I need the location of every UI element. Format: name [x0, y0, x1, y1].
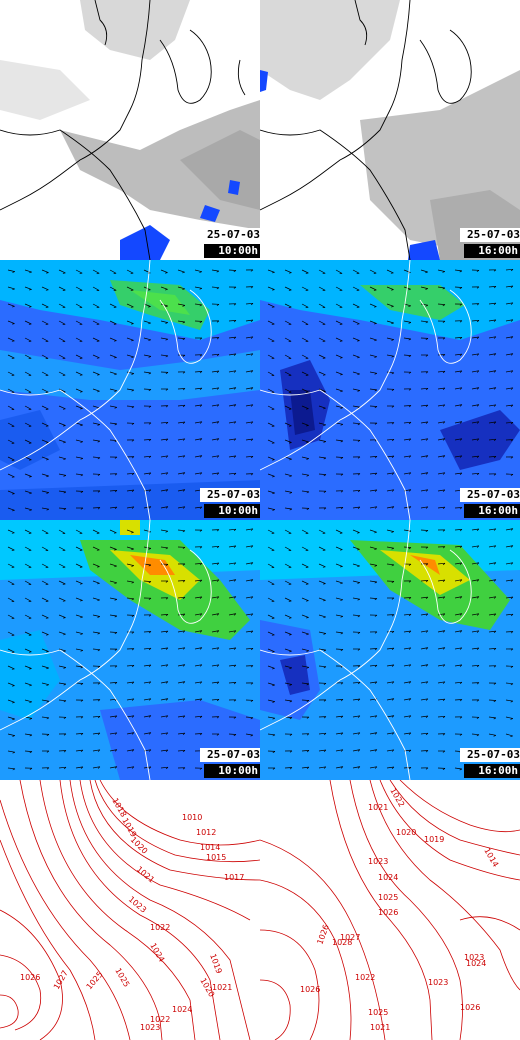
isobar-label: 1020: [396, 828, 416, 837]
wind-map-10h: 25-07-03 10:00h: [0, 260, 260, 520]
panel-time: 16:00h: [464, 504, 520, 518]
panel-date: 25-07-03: [200, 488, 260, 502]
panel-date: 25-07-03: [460, 488, 520, 502]
isobar-label: 1026: [460, 1003, 480, 1012]
isobar-label: 1022: [355, 973, 375, 982]
isobar-label: 1021: [368, 803, 388, 812]
panel-date: 25-07-03: [200, 228, 260, 242]
gust-map-10h-graphic: [0, 520, 260, 780]
wind-map-16h-graphic: [260, 260, 520, 520]
isobar-label: 1012: [196, 828, 216, 837]
isobar-label: 1027: [340, 933, 360, 942]
isobar-label: 1026: [20, 973, 40, 982]
pressure-map-16h-graphic: 1022102110201019101410231024102510261027…: [260, 780, 520, 1040]
isobar-label: 1023: [464, 953, 484, 962]
panel-date: 25-07-03: [460, 228, 520, 242]
isobar-label: 1024: [378, 873, 398, 882]
gust-map-16h: 25-07-03 16:00h: [260, 520, 520, 780]
isobar-label: 1022: [150, 1015, 170, 1024]
isobar-label: 1026: [300, 985, 320, 994]
isobar-label: 1019: [424, 835, 444, 844]
cloud-map-10h-graphic: [0, 0, 260, 260]
gust-map-16h-graphic: [260, 520, 520, 780]
cloud-map-16h: 25-07-03 16:00h: [260, 0, 520, 260]
panel-date: 25-07-03: [200, 748, 260, 762]
isobar-label: 1010: [182, 813, 202, 822]
pressure-map-16h: 1022 1021 1020 1019 1014 1023 1024 1025 1026 1027…: [260, 780, 520, 1040]
isobar-label: 1014: [200, 843, 220, 852]
isobar-label: 1028: [332, 938, 352, 947]
wind-map-16h: 25-07-03 16:00h: [260, 260, 520, 520]
isobar-label: 1024: [466, 959, 486, 968]
panel-date: 25-07-03: [460, 748, 520, 762]
cloud-map-10h: 25-07-03 10:00h: [0, 0, 260, 260]
isobar-label: 1025: [368, 1008, 388, 1017]
panel-time: 10:00h: [204, 244, 260, 258]
panel-time: 10:00h: [204, 764, 260, 778]
cloud-map-16h-graphic: [260, 0, 520, 260]
isobar-label: 1017: [224, 873, 244, 882]
isobar-label: 1026: [378, 908, 398, 917]
gust-map-10h: 25-07-03 10:00h: [0, 520, 260, 780]
panel-time: 10:00h: [204, 504, 260, 518]
isobar-label: 1024: [172, 1005, 192, 1014]
isobar-label: 1023: [140, 1023, 160, 1032]
isobar-label: 1023: [428, 978, 448, 987]
isobar-label: 1022: [150, 923, 170, 932]
isobar-label: 1021: [370, 1023, 390, 1032]
pressure-map-10h: 1018 1019 1010 1012 1020 1014 1015 1021 1017 1023…: [0, 780, 260, 1040]
isobar-label: 1021: [212, 983, 232, 992]
panel-time: 16:00h: [464, 244, 520, 258]
isobar-label: 1015: [206, 853, 226, 862]
isobar-label: 1025: [378, 893, 398, 902]
panel-time: 16:00h: [464, 764, 520, 778]
isobar-label: 1023: [368, 857, 388, 866]
wind-map-10h-graphic: [0, 260, 260, 520]
